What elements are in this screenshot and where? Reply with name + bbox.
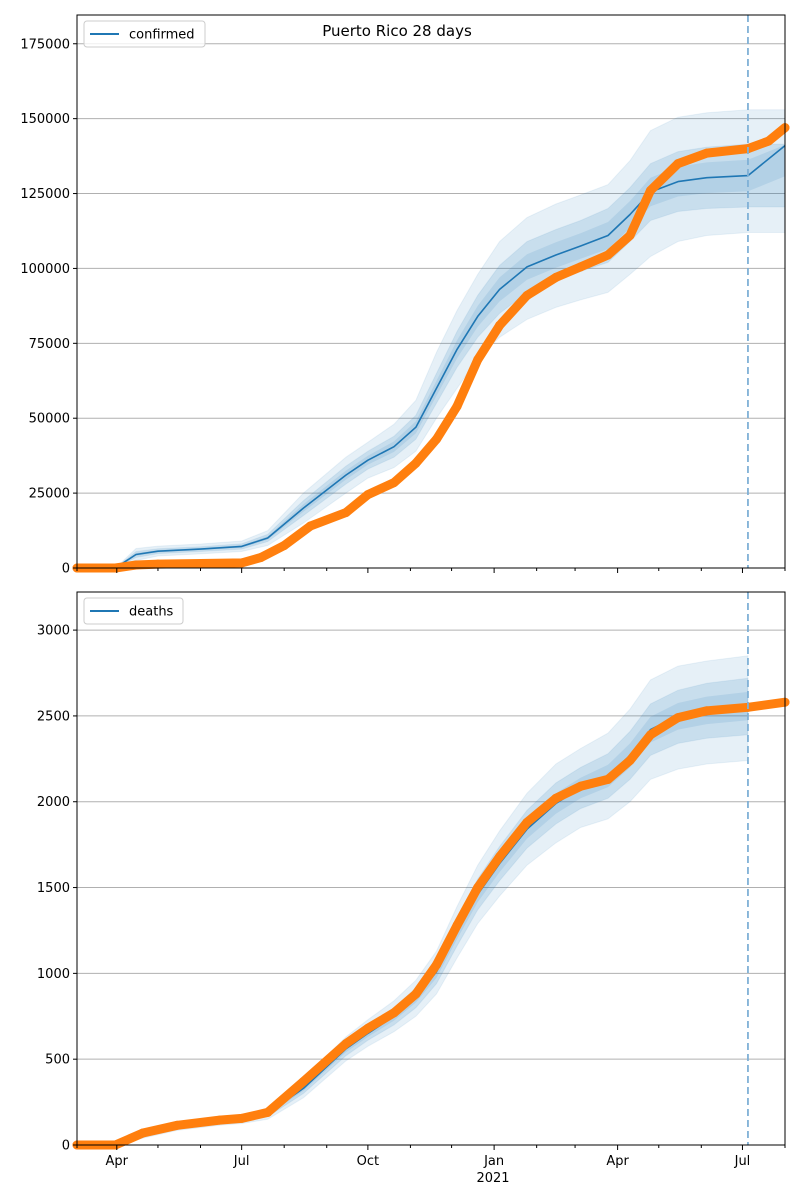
observed-point <box>603 774 613 784</box>
y-tick-label: 150000 <box>20 112 70 127</box>
observed-point <box>138 1128 148 1138</box>
deaths-legend: deaths <box>83 597 184 625</box>
observed-point <box>431 434 441 444</box>
deaths-uncertainty-bands <box>77 655 749 1146</box>
confirmed-axes-frame <box>76 14 786 569</box>
legend-label-confirmed: confirmed <box>129 28 195 43</box>
observed-point <box>172 1120 182 1130</box>
observed-point <box>646 186 656 196</box>
y-tick-label: 175000 <box>20 37 70 52</box>
confirmed-uncertainty-bands <box>77 109 786 569</box>
observed-point <box>237 558 247 568</box>
observed-point <box>495 320 505 330</box>
legend-box <box>83 20 206 48</box>
observed-point <box>473 883 483 893</box>
x-axis-year-label: 2021 <box>476 1171 509 1186</box>
observed-point <box>673 713 683 723</box>
confirmed-legend: confirmed <box>83 20 206 48</box>
observed-point <box>431 960 441 970</box>
observed-point <box>473 355 483 365</box>
observed-point <box>215 1115 225 1125</box>
observed-point <box>764 136 774 146</box>
core-uncertainty-band <box>77 144 785 568</box>
observed-point <box>389 1008 399 1018</box>
y-tick-label: 50000 <box>29 412 70 427</box>
confirmed-panel: 0 25000 50000 75000 100000 125000 150000 175000… <box>20 14 790 577</box>
chart-title: Puerto Rico 28 days <box>322 22 472 40</box>
observed-point <box>279 541 289 551</box>
axes-border <box>76 591 786 1146</box>
x-tick-label: Jul <box>233 1154 250 1169</box>
observed-point <box>551 793 561 803</box>
y-tick-label: 3000 <box>37 624 70 639</box>
observed-point <box>576 262 586 272</box>
y-tick-label: 125000 <box>20 187 70 202</box>
observed-point <box>256 553 266 563</box>
y-tick-label: 0 <box>62 1139 70 1154</box>
observed-point <box>702 148 712 158</box>
y-tick-label: 2000 <box>37 795 70 810</box>
observed-point <box>625 756 635 766</box>
deaths-axes-frame <box>76 591 786 1146</box>
observed-point <box>411 989 421 999</box>
x-tick-label: Oct <box>357 1154 379 1169</box>
observed-point <box>452 920 462 930</box>
y-tick-label: 2500 <box>37 709 70 724</box>
observed-point <box>363 490 373 500</box>
observed-point <box>341 508 351 518</box>
observed-point <box>389 478 399 488</box>
confirmed-x-axis <box>76 568 786 573</box>
observed-point <box>153 559 163 569</box>
y-tick-label: 25000 <box>29 487 70 502</box>
axes-border <box>76 14 786 569</box>
y-tick-label: 1000 <box>37 967 70 982</box>
observed-point <box>237 1113 247 1123</box>
inner-uncertainty-band <box>77 677 749 1146</box>
observed-point <box>646 730 656 740</box>
observed-point <box>551 272 561 282</box>
deaths-gridlines <box>77 629 785 1060</box>
observed-point <box>576 781 586 791</box>
observed-point <box>603 250 613 260</box>
observed-point <box>363 1023 373 1033</box>
y-tick-label: 100000 <box>20 262 70 277</box>
legend-label-deaths: deaths <box>129 605 174 620</box>
deaths-observed-points <box>72 697 790 1150</box>
y-tick-label: 0 <box>62 562 70 577</box>
observed-point <box>625 230 635 240</box>
x-tick-label: Jul <box>734 1154 751 1169</box>
observed-point <box>131 560 141 570</box>
y-tick-label: 75000 <box>29 337 70 352</box>
y-tick-label: 500 <box>45 1053 70 1068</box>
observed-point <box>495 852 505 862</box>
observed-point <box>702 706 712 716</box>
observed-point <box>298 1076 308 1086</box>
deaths-x-axis: Apr Jul Oct Jan Apr Jul <box>76 1145 786 1169</box>
confirmed-y-axis: 0 25000 50000 75000 100000 125000 150000 175000 <box>20 37 77 577</box>
deaths-y-axis: 0 500 1000 1500 2000 2500 3000 <box>37 624 77 1154</box>
observed-point <box>305 521 315 531</box>
observed-point <box>522 290 532 300</box>
observed-point <box>263 1107 273 1117</box>
x-tick-label: Apr <box>606 1154 629 1169</box>
x-tick-label: Apr <box>106 1154 129 1169</box>
observed-point <box>411 458 421 468</box>
observed-point <box>522 817 532 827</box>
y-tick-label: 1500 <box>37 881 70 896</box>
observed-trace <box>72 123 790 573</box>
observed-point <box>673 159 683 169</box>
observed-point <box>341 1039 351 1049</box>
x-tick-label: Jan <box>483 1154 504 1169</box>
inner-uncertainty-band <box>77 143 786 569</box>
observed-point <box>195 559 205 569</box>
observed-point <box>452 401 462 411</box>
legend-box <box>83 597 184 625</box>
